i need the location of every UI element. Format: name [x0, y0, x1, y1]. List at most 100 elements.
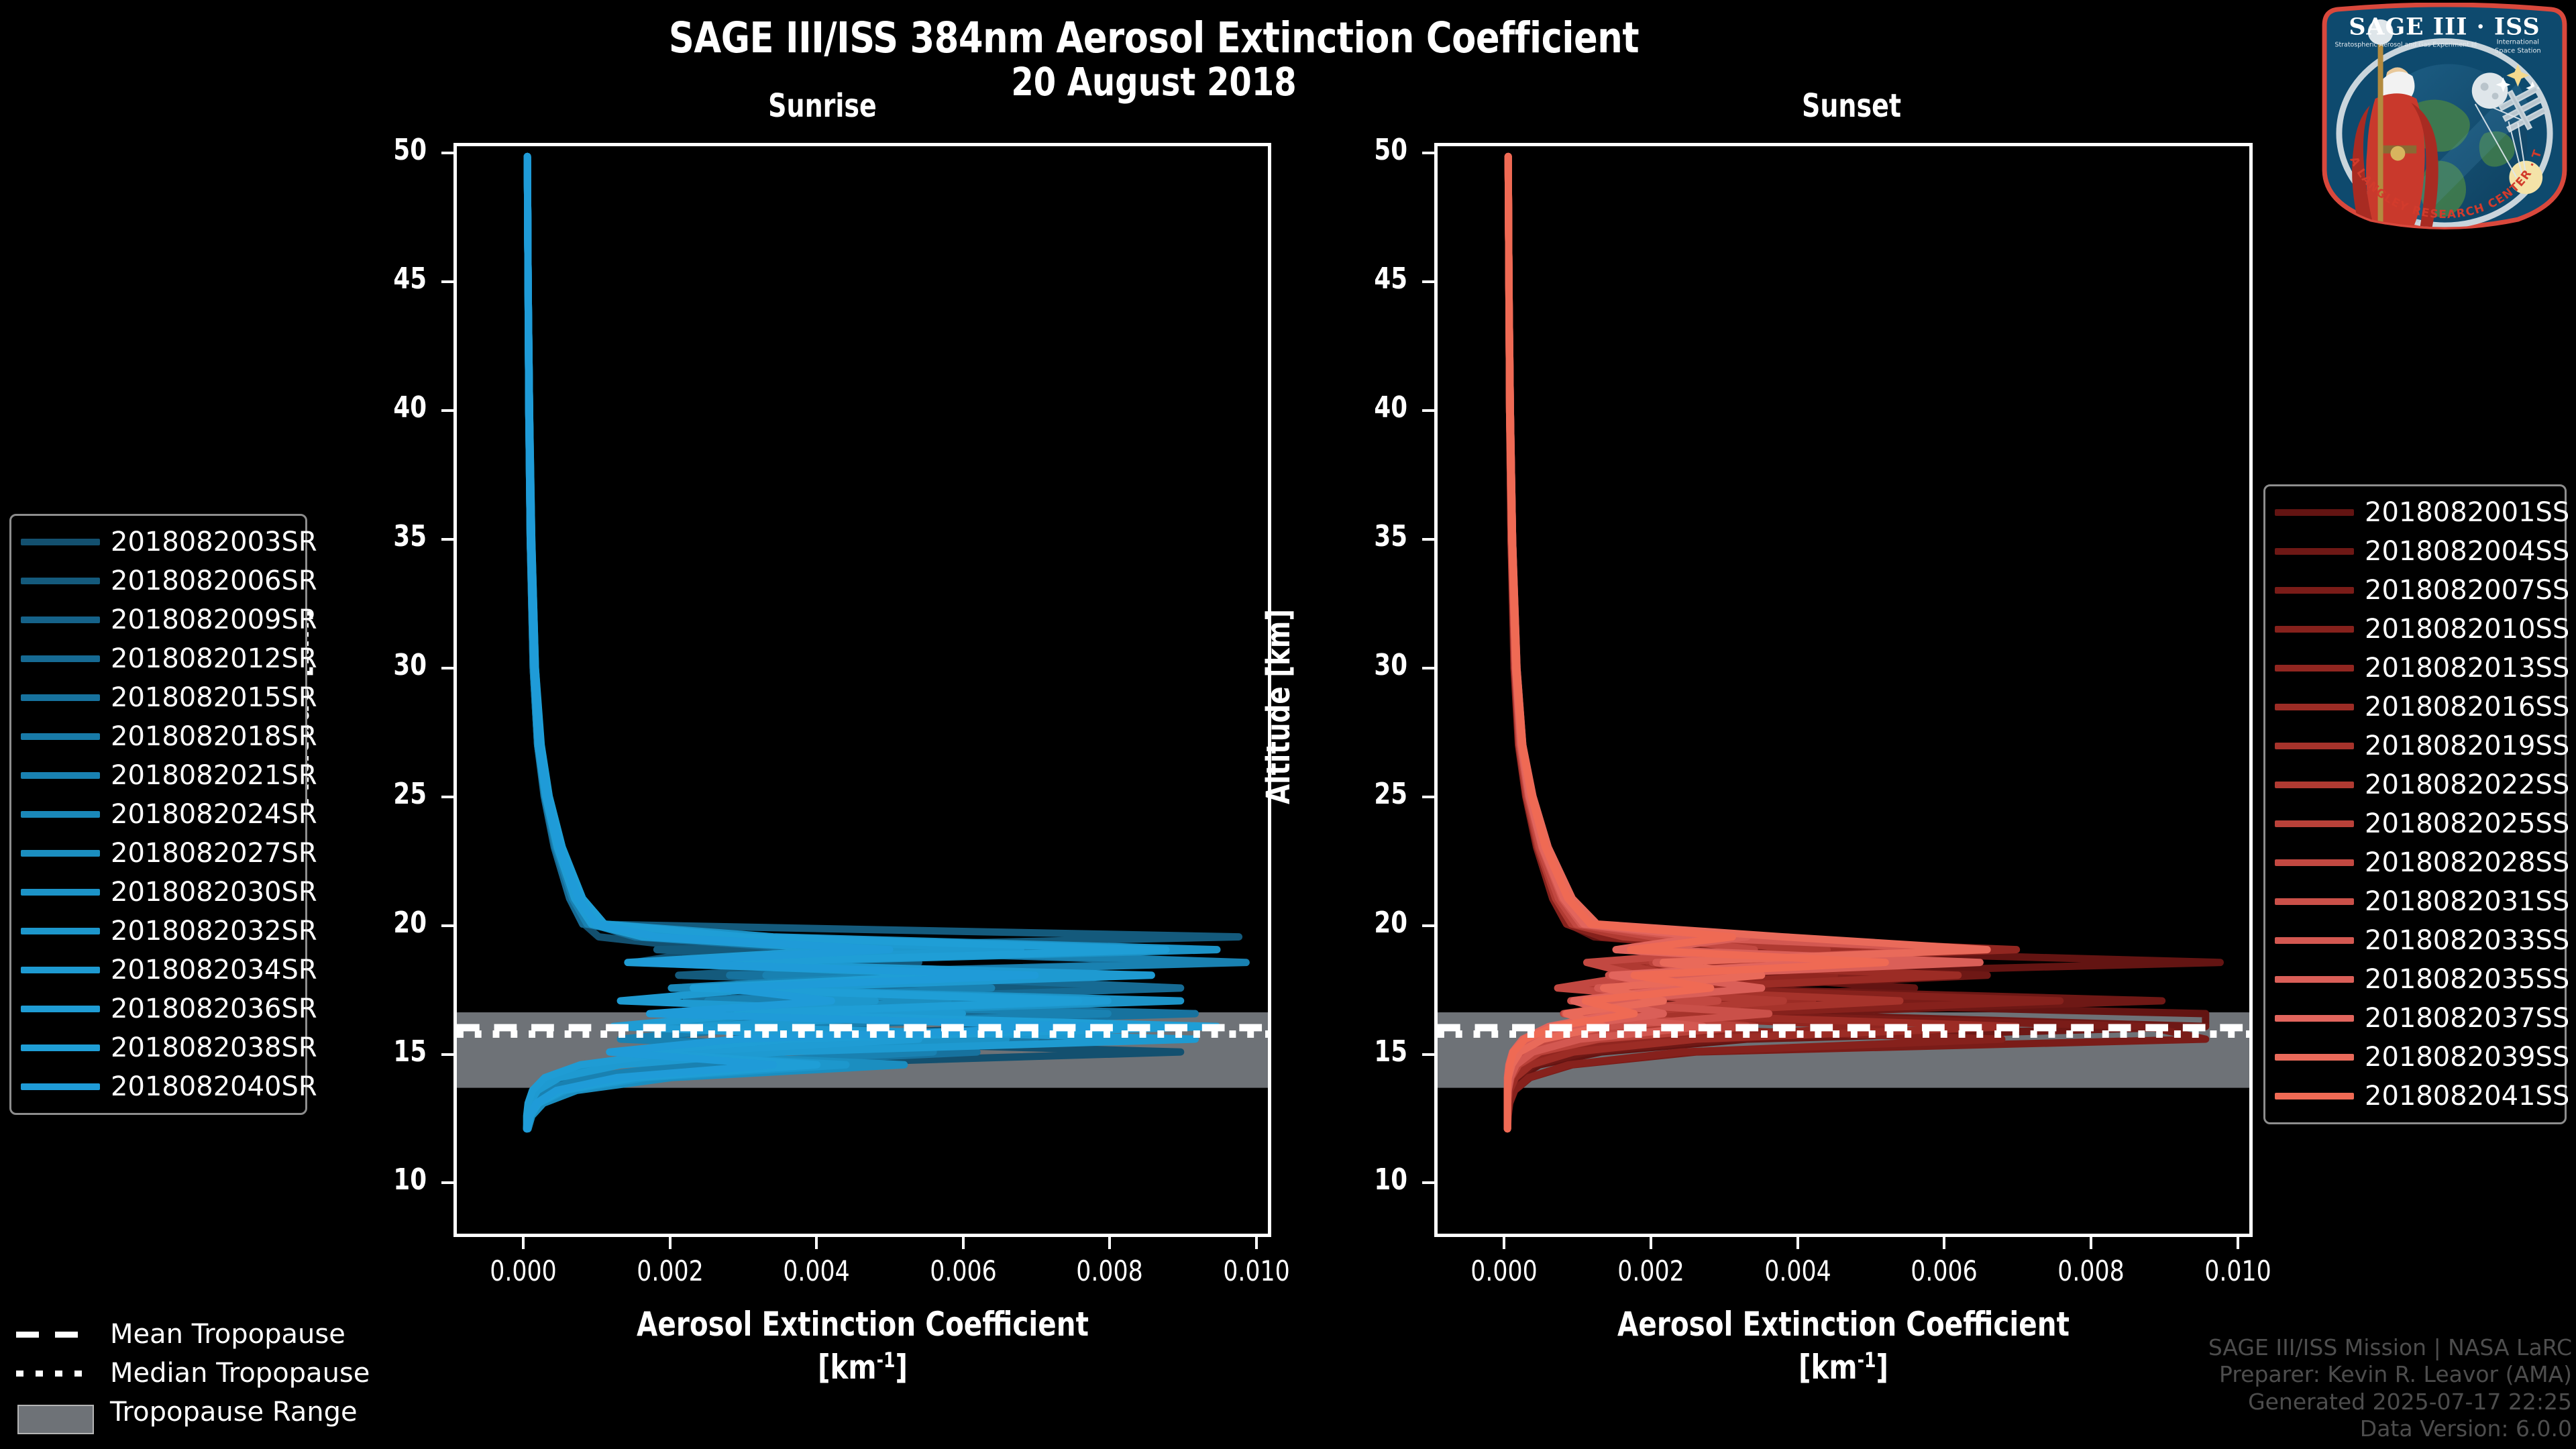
- tropopause-legend-label: Median Tropopause: [110, 1358, 370, 1389]
- legend-item-label: 2018082015SR: [111, 682, 317, 713]
- sunrise-legend-item[interactable]: 2018082021SR: [21, 756, 317, 795]
- y-axis-tick: [441, 409, 453, 413]
- sunset-legend-item[interactable]: 2018082031SS: [2275, 882, 2569, 921]
- x-axis-tick-label: 0.004: [1764, 1254, 1831, 1287]
- legend-color-swatch: [2275, 782, 2354, 788]
- sunrise-legend-item[interactable]: 2018082034SR: [21, 951, 317, 989]
- sunset-y-axis-label: Altitude [km]: [1260, 608, 1297, 804]
- legend-item-label: 2018082009SR: [111, 604, 317, 635]
- legend-item-label: 2018082001SS: [2365, 497, 2570, 528]
- sunrise-plot-area: [453, 143, 1271, 1237]
- logo-subtitle-right-1: International: [2497, 39, 2539, 46]
- sunrise-legend-item[interactable]: 2018082038SR: [21, 1028, 317, 1067]
- page-title: SAGE III/ISS 384nm Aerosol Extinction Co…: [668, 13, 1640, 62]
- staff: [2377, 33, 2383, 227]
- legend-item-label: 2018082040SR: [111, 1071, 317, 1102]
- sunset-legend-item[interactable]: 2018082022SS: [2275, 765, 2569, 804]
- y-axis-tick: [441, 924, 453, 927]
- date-subtitle: 20 August 2018: [1011, 59, 1297, 105]
- y-axis-tick-label: 50: [393, 133, 427, 168]
- sunrise-x-axis-text: Aerosol Extinction Coefficient: [637, 1305, 1089, 1344]
- legend-color-swatch: [21, 889, 100, 896]
- sunrise-legend-item[interactable]: 2018082012SR: [21, 639, 317, 678]
- sunset-legend-item[interactable]: 2018082013SS: [2275, 649, 2569, 688]
- sunrise-legend-item[interactable]: 2018082032SR: [21, 912, 317, 951]
- y-axis-tick: [441, 795, 453, 798]
- tropopause-legend-item: Tropopause Range: [15, 1393, 390, 1434]
- y-axis-tick: [1422, 1181, 1434, 1185]
- sunset-legend[interactable]: 2018082001SS 2018082004SS 2018082007SS 2018…: [2263, 484, 2569, 1124]
- sunset-legend-item[interactable]: 2018082019SS: [2275, 727, 2569, 765]
- x-axis-tick-label: 0.002: [636, 1254, 704, 1287]
- sunset-legend-item[interactable]: 2018082039SS: [2275, 1038, 2569, 1077]
- x-axis-tick-label: 0.010: [2204, 1254, 2271, 1287]
- legend-color-swatch: [21, 578, 100, 584]
- y-axis-tick: [1422, 795, 1434, 798]
- sunrise-legend-item[interactable]: 2018082003SR: [21, 523, 317, 561]
- legend-color-swatch: [2275, 859, 2354, 866]
- y-axis-tick-label: 15: [1374, 1034, 1407, 1069]
- sunset-legend-item[interactable]: 2018082010SS: [2275, 610, 2569, 649]
- sunrise-legend-item[interactable]: 2018082018SR: [21, 717, 317, 756]
- x-axis-tick: [2237, 1237, 2240, 1249]
- x-axis-tick: [668, 1237, 672, 1249]
- y-axis-tick-label: 20: [393, 905, 427, 940]
- legend-item-label: 2018082012SR: [111, 643, 317, 674]
- legend-item-label: 2018082028SS: [2365, 847, 2570, 878]
- legend-item-label: 2018082016SS: [2365, 692, 2570, 722]
- x-axis-tick: [815, 1237, 818, 1249]
- sunset-legend-item[interactable]: 2018082016SS: [2275, 688, 2569, 727]
- legend-item-label: 2018082036SR: [111, 994, 317, 1024]
- sunset-legend-item[interactable]: 2018082007SS: [2275, 571, 2569, 610]
- sunset-x-axis-label: Aerosol Extinction Coefficient [km-1]: [1427, 1305, 2260, 1387]
- sunrise-legend-item[interactable]: 2018082027SR: [21, 834, 317, 873]
- legend-item-label: 2018082021SR: [111, 760, 317, 791]
- x-axis-tick: [1943, 1237, 1946, 1249]
- sage-figure: [2352, 19, 2438, 227]
- sunset-legend-item[interactable]: 2018082041SS: [2275, 1077, 2569, 1116]
- sunrise-legend-item[interactable]: 2018082024SR: [21, 795, 317, 834]
- sunset-legend-item[interactable]: 2018082037SS: [2275, 999, 2569, 1038]
- sunrise-legend-item[interactable]: 2018082030SR: [21, 873, 317, 912]
- legend-item-label: 2018082032SR: [111, 916, 317, 947]
- sunrise-legend[interactable]: 2018082003SR 2018082006SR 2018082009SR 2018…: [9, 514, 317, 1115]
- tropopause-legend-label: Tropopause Range: [110, 1397, 358, 1428]
- y-axis-tick: [1422, 666, 1434, 669]
- legend-color-swatch: [21, 772, 100, 779]
- x-axis-tick: [1255, 1237, 1258, 1249]
- legend-color-swatch: [2275, 1093, 2354, 1099]
- legend-color-swatch: [2275, 1054, 2354, 1061]
- sunrise-legend-item[interactable]: 2018082036SR: [21, 989, 317, 1028]
- y-axis-tick-label: 30: [1374, 647, 1407, 682]
- x-axis-tick: [1649, 1237, 1652, 1249]
- legend-item-label: 2018082038SR: [111, 1032, 317, 1063]
- sunrise-legend-item[interactable]: 2018082006SR: [21, 561, 317, 600]
- sunrise-legend-item[interactable]: 2018082009SR: [21, 600, 317, 639]
- x-axis-tick-label: 0.006: [1911, 1254, 1978, 1287]
- legend-item-label: 2018082022SS: [2365, 769, 2570, 800]
- profile-line: [1503, 152, 1889, 1133]
- sunset-plot-area: [1434, 143, 2253, 1237]
- legend-color-swatch: [21, 655, 100, 662]
- sunset-legend-item[interactable]: 2018082033SS: [2275, 921, 2569, 960]
- sunset-legend-item[interactable]: 2018082028SS: [2275, 843, 2569, 882]
- sunset-legend-item[interactable]: 2018082001SS: [2275, 493, 2569, 532]
- x-axis-tick-label: 0.004: [783, 1254, 850, 1287]
- y-axis-tick-label: 50: [1374, 133, 1407, 168]
- badge-ring: [2336, 38, 2553, 227]
- y-axis-tick-label: 35: [393, 519, 427, 553]
- legend-item-label: 2018082024SR: [111, 799, 317, 830]
- sunrise-legend-item[interactable]: 2018082040SR: [21, 1067, 317, 1106]
- sunset-legend-item[interactable]: 2018082025SS: [2275, 804, 2569, 843]
- logo-title: SAGE III · ISS: [2349, 13, 2540, 41]
- x-axis-tick-label: 0.002: [1617, 1254, 1684, 1287]
- y-axis-tick-label: 30: [393, 647, 427, 682]
- sunrise-legend-item[interactable]: 2018082015SR: [21, 678, 317, 717]
- y-axis-tick: [1422, 537, 1434, 541]
- sunset-legend-item[interactable]: 2018082035SS: [2275, 960, 2569, 999]
- sunset-legend-item[interactable]: 2018082004SS: [2275, 532, 2569, 571]
- x-axis-tick: [1796, 1237, 1799, 1249]
- sunrise-x-axis-unit: [km-1]: [817, 1348, 908, 1387]
- legend-color-swatch: [2275, 1015, 2354, 1022]
- y-axis-tick-label: 45: [393, 262, 427, 297]
